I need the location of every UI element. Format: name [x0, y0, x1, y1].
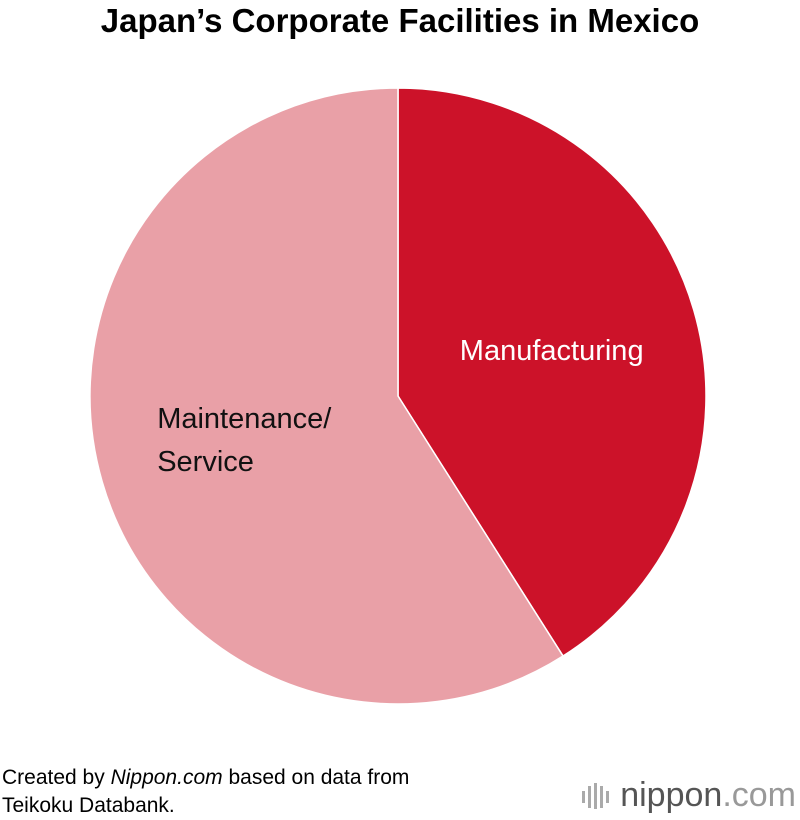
slice-label: Manufacturing [459, 334, 644, 367]
slice-label: Maintenance/ Service [157, 402, 332, 478]
source-text: Nippon.com [110, 766, 223, 789]
chart-title: Japan’s Corporate Facilities in Mexico [100, 2, 700, 39]
logo-text: .com [722, 776, 796, 814]
logo-icon [582, 782, 610, 809]
source-note: Created by Nippon.com based on data from… [2, 764, 409, 820]
pie-slice [89, 87, 565, 705]
pie-slice [397, 87, 707, 658]
source-text: based on data from Teikoku Databank. [2, 766, 410, 817]
source-text: Created by [2, 766, 111, 789]
logo-text: nippon [620, 776, 723, 814]
logo: nippon .com [582, 776, 796, 815]
